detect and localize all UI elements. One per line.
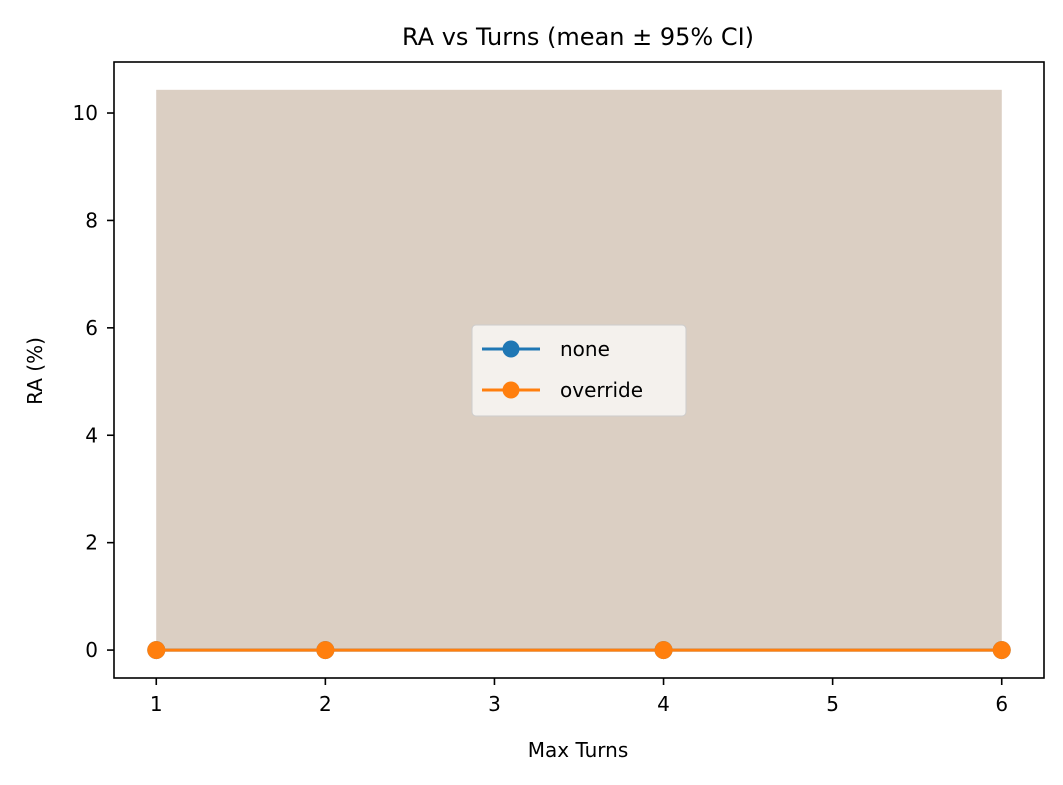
x-axis-ticks: 1 2 3 4 5 6: [150, 678, 1008, 716]
x-tick-label: 4: [657, 692, 670, 716]
y-tick-label: 6: [85, 316, 98, 340]
y-tick-label: 4: [85, 423, 98, 447]
legend-marker-none: [502, 340, 520, 358]
data-point-override: [654, 641, 673, 660]
data-point-override: [992, 641, 1011, 660]
y-tick-label: 8: [85, 208, 98, 232]
series-layer: [147, 641, 1011, 660]
y-axis-label: RA (%): [23, 337, 47, 405]
plot-area-frame: [113, 61, 1045, 679]
y-tick-label: 10: [73, 101, 98, 125]
legend-entry-override: override: [482, 378, 643, 402]
legend-label-none: none: [560, 337, 610, 361]
x-tick-label: 1: [150, 692, 163, 716]
legend-label-override: override: [560, 378, 643, 402]
legend-entry-none: none: [482, 337, 610, 361]
x-tick-label: 3: [488, 692, 501, 716]
data-point-override: [147, 641, 166, 660]
x-tick-label: 6: [995, 692, 1008, 716]
y-tick-label: 0: [85, 638, 98, 662]
x-tick-label: 5: [826, 692, 839, 716]
y-axis-ticks: 0 2 4 6 8 10: [73, 101, 114, 662]
x-tick-label: 2: [319, 692, 332, 716]
legend: none override: [471, 324, 687, 417]
x-axis-label: Max Turns: [528, 738, 629, 762]
data-point-override: [316, 641, 335, 660]
chart-title: RA vs Turns (mean ± 95% CI): [402, 23, 754, 51]
legend-marker-override: [502, 381, 520, 399]
y-tick-label: 2: [85, 531, 98, 555]
